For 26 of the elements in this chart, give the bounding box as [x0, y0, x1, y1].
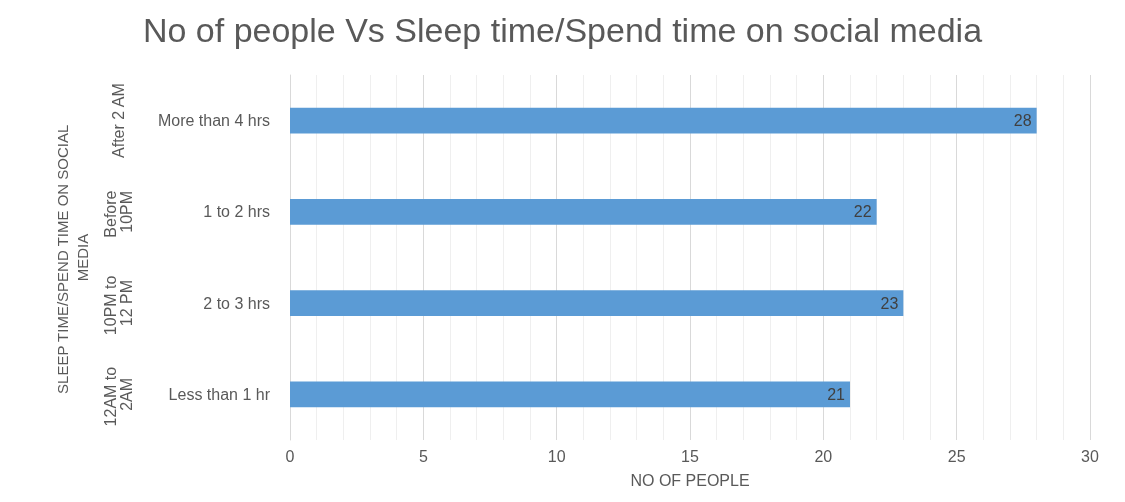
y-tick-label: 1 to 2 hrs	[203, 203, 270, 221]
y-tick-label: 2 to 3 hrs	[203, 294, 270, 312]
x-tick-label: 30	[1081, 447, 1099, 465]
bar	[290, 107, 1037, 134]
text: 10PM to 12 PM	[101, 271, 135, 336]
bar	[290, 290, 904, 316]
chart-title: No of people Vs Sleep time/Spend time on social media	[142, 11, 983, 49]
x-tick-label: 25	[947, 447, 966, 465]
data-label: 21	[827, 385, 846, 403]
data-label: 28	[1013, 112, 1032, 130]
text: After 2 AM	[109, 83, 127, 158]
x-tick-label: 0	[285, 447, 295, 465]
x-tick-label: 15	[681, 447, 699, 465]
data-label: 23	[880, 294, 899, 312]
x-tick-label: 10	[547, 447, 566, 465]
text: 12AM to 2AM	[101, 362, 135, 427]
y-axis-title: SLEEP TIME/SPEND TIME ON SOCIAL MEDIA	[53, 121, 91, 394]
x-axis-title: NO OF PEOPLE	[630, 471, 750, 489]
data-label: 22	[853, 203, 872, 221]
y-tick-label: More than 4 hrs	[157, 112, 270, 130]
text: Before 10PM	[101, 186, 135, 238]
x-tick-label: 5	[418, 447, 428, 465]
y-tick-label: Less than 1 hr	[168, 385, 271, 403]
bar	[290, 199, 877, 225]
x-tick-label: 20	[814, 447, 833, 465]
bar	[290, 381, 850, 408]
